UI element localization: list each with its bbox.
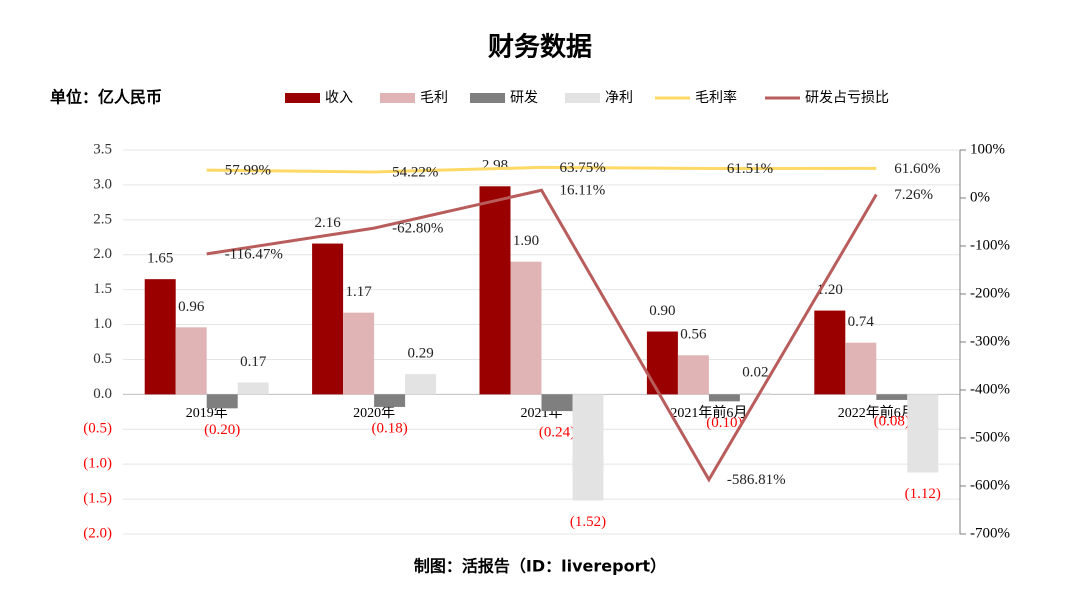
bar: [343, 312, 375, 395]
y-tick-label: 0.5: [93, 351, 112, 367]
bar: [374, 394, 406, 407]
legend-label: 毛利: [420, 90, 448, 106]
y2-tick-label: -700%: [970, 525, 1010, 541]
data-label: 54.22%: [392, 164, 438, 180]
line: [206, 165, 877, 174]
data-label: (0.18): [371, 420, 407, 436]
bar: [312, 243, 344, 395]
data-label: 61.60%: [894, 161, 940, 177]
data-label: 0.17: [240, 354, 267, 370]
y-tick-label: (1.0): [83, 456, 112, 472]
y-tick-label: (1.5): [83, 491, 112, 507]
y-tick-label: 1.0: [93, 316, 112, 332]
data-label: (1.52): [570, 514, 606, 530]
data-label: 1.90: [513, 233, 539, 249]
y2-tick-label: -300%: [970, 333, 1010, 349]
x-tick-label: 2020年: [353, 405, 395, 421]
data-label: 0.90: [649, 303, 675, 319]
bar: [237, 382, 269, 395]
y2-tick-label: 100%: [970, 141, 1005, 157]
y-tick-label: (2.0): [83, 525, 112, 541]
y-tick-label: 2.0: [93, 246, 112, 262]
y2-tick-label: -500%: [970, 429, 1010, 445]
data-label: 0.29: [407, 346, 433, 362]
data-label: (0.20): [204, 422, 240, 438]
data-label: 16.11%: [560, 183, 606, 199]
y-tick-label: 3.5: [93, 141, 112, 157]
data-label: 63.75%: [560, 160, 606, 176]
bar: [541, 394, 573, 412]
data-label: 0.74: [848, 314, 875, 330]
y-tick-label: 3.0: [93, 176, 112, 192]
data-label: 57.99%: [225, 163, 271, 179]
bar: [876, 394, 908, 400]
y-tick-label: 2.5: [93, 211, 112, 227]
data-label: 1.17: [345, 284, 372, 300]
data-label: -62.80%: [392, 221, 443, 237]
data-label: 61.51%: [727, 161, 773, 177]
bar: [739, 392, 771, 395]
y2-tick-label: -400%: [970, 381, 1010, 397]
legend-label: 净利: [605, 90, 633, 106]
legend-swatch: [565, 93, 600, 103]
y-tick-label: 1.5: [93, 281, 112, 297]
bar: [907, 394, 939, 473]
y-tick-label: (0.5): [83, 421, 112, 437]
bar: [646, 331, 678, 395]
data-label: (1.12): [905, 486, 941, 502]
bar: [572, 394, 604, 501]
legend-label: 研发占亏损比: [805, 90, 889, 106]
unit-label: 单位：亿人民币: [50, 88, 162, 107]
data-label: (0.10): [706, 415, 742, 431]
x-tick-label: 2022年前6月: [838, 404, 915, 421]
bar: [845, 342, 877, 395]
legend-label: 毛利率: [695, 89, 737, 106]
data-label: -116.47%: [225, 246, 283, 262]
y2-tick-label: 0%: [970, 189, 990, 205]
data-label: 7.26%: [894, 187, 933, 203]
bar: [708, 394, 740, 402]
data-label: 0.96: [178, 299, 205, 315]
bar: [144, 279, 176, 395]
legend-swatch: [470, 93, 505, 103]
data-label: (0.08): [874, 413, 910, 429]
bar: [206, 394, 238, 409]
bar: [175, 327, 207, 395]
y2-tick-label: -100%: [970, 237, 1010, 253]
chart-title: 财务数据: [488, 33, 592, 63]
data-label: 2.16: [314, 215, 341, 231]
legend-swatch: [380, 93, 415, 103]
data-label: (0.24): [539, 425, 575, 441]
bar: [479, 186, 511, 395]
y2-tick-label: -200%: [970, 285, 1010, 301]
y-tick-label: 0.0: [93, 386, 112, 402]
bar: [677, 355, 709, 395]
data-label: 2.98: [482, 158, 508, 174]
bar: [510, 261, 542, 395]
bar: [814, 310, 846, 395]
data-label: 1.65: [147, 251, 173, 267]
data-label: -586.81%: [727, 472, 786, 488]
x-tick-label: 2021年前6月: [670, 404, 747, 421]
data-label: 0.02: [742, 364, 768, 380]
x-tick-label: 2019年: [186, 405, 228, 421]
bar: [405, 374, 437, 395]
line: [206, 188, 878, 483]
legend-swatch: [285, 93, 320, 103]
data-label: 0.56: [680, 327, 707, 343]
legend-label: 研发: [510, 90, 538, 106]
y2-tick-label: -600%: [970, 477, 1010, 493]
legend-label: 收入: [325, 90, 353, 106]
source-note: 制图：活报告（ID：livereport）: [414, 557, 666, 576]
